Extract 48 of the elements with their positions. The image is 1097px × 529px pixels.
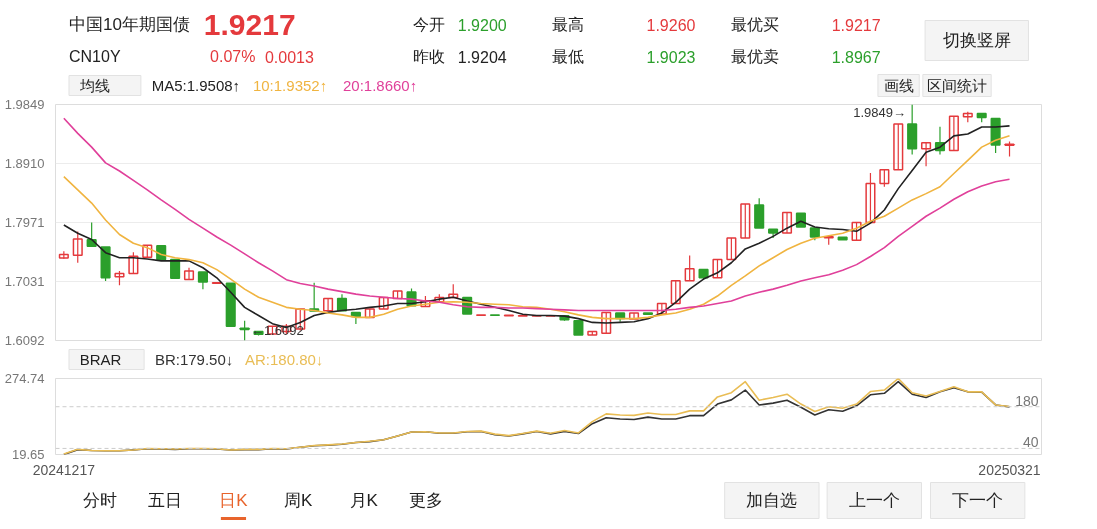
text: 20:1.8660↑: [342, 77, 418, 94]
text: 最高: [551, 16, 584, 33]
text: 上一个: [848, 491, 900, 510]
text: BR:179.50↓: [154, 351, 234, 368]
text: 10:1.9352↑: [252, 77, 328, 94]
text: 1.9204: [457, 48, 507, 66]
text: 日K: [219, 491, 249, 510]
text: 0.07%: [210, 48, 256, 65]
y-tick-label: 1.7971: [4, 214, 45, 230]
text: AR:180.80↓: [244, 351, 324, 368]
text: 1.9200: [457, 16, 507, 34]
text: 中国10年期国债: [68, 15, 190, 34]
text: 最优买: [731, 16, 780, 33]
text: 最优卖: [731, 48, 780, 65]
text: 1.9260: [646, 16, 696, 34]
ref-line-label: 40: [1022, 434, 1039, 451]
x-tick-label: 20241217: [32, 461, 96, 478]
text: MA5:1.9508↑: [151, 77, 241, 94]
y-tick-label: 1.8910: [4, 155, 45, 171]
annotation: 1.9849→: [853, 104, 906, 120]
legend-title: BRAR: [79, 351, 122, 368]
y-tick-label: 19.65: [11, 447, 45, 462]
text: 分时: [83, 491, 118, 510]
text: 加自选: [746, 491, 798, 510]
text: 下一个: [952, 491, 1004, 510]
text: 五日: [148, 491, 183, 510]
text: 切换竖屏: [942, 31, 1011, 50]
text: 月K: [349, 491, 379, 510]
text: 1.9217: [831, 16, 881, 34]
text: 1.9217: [203, 7, 296, 41]
text: 0.0013: [264, 48, 314, 66]
text: 周K: [284, 491, 314, 510]
y-tick-label: 1.9849: [4, 97, 45, 112]
ref-line-label: 180: [1015, 392, 1039, 409]
legend-title: 均线: [78, 77, 110, 94]
y-tick-label: 1.7031: [4, 274, 45, 290]
text: 1.8967: [831, 48, 881, 66]
text: 画线: [883, 77, 914, 94]
x-tick-label: 20250321: [978, 461, 1041, 478]
text: 区间统计: [927, 77, 988, 94]
text: 昨收: [413, 48, 446, 65]
text: 最低: [551, 48, 584, 65]
text: 1.9023: [646, 48, 696, 66]
y-tick-label: 274.74: [4, 371, 45, 386]
text: 更多: [408, 491, 443, 510]
text: 今开: [413, 16, 446, 33]
text: CN10Y: [68, 48, 121, 65]
y-tick-label: 1.6092: [4, 333, 45, 348]
